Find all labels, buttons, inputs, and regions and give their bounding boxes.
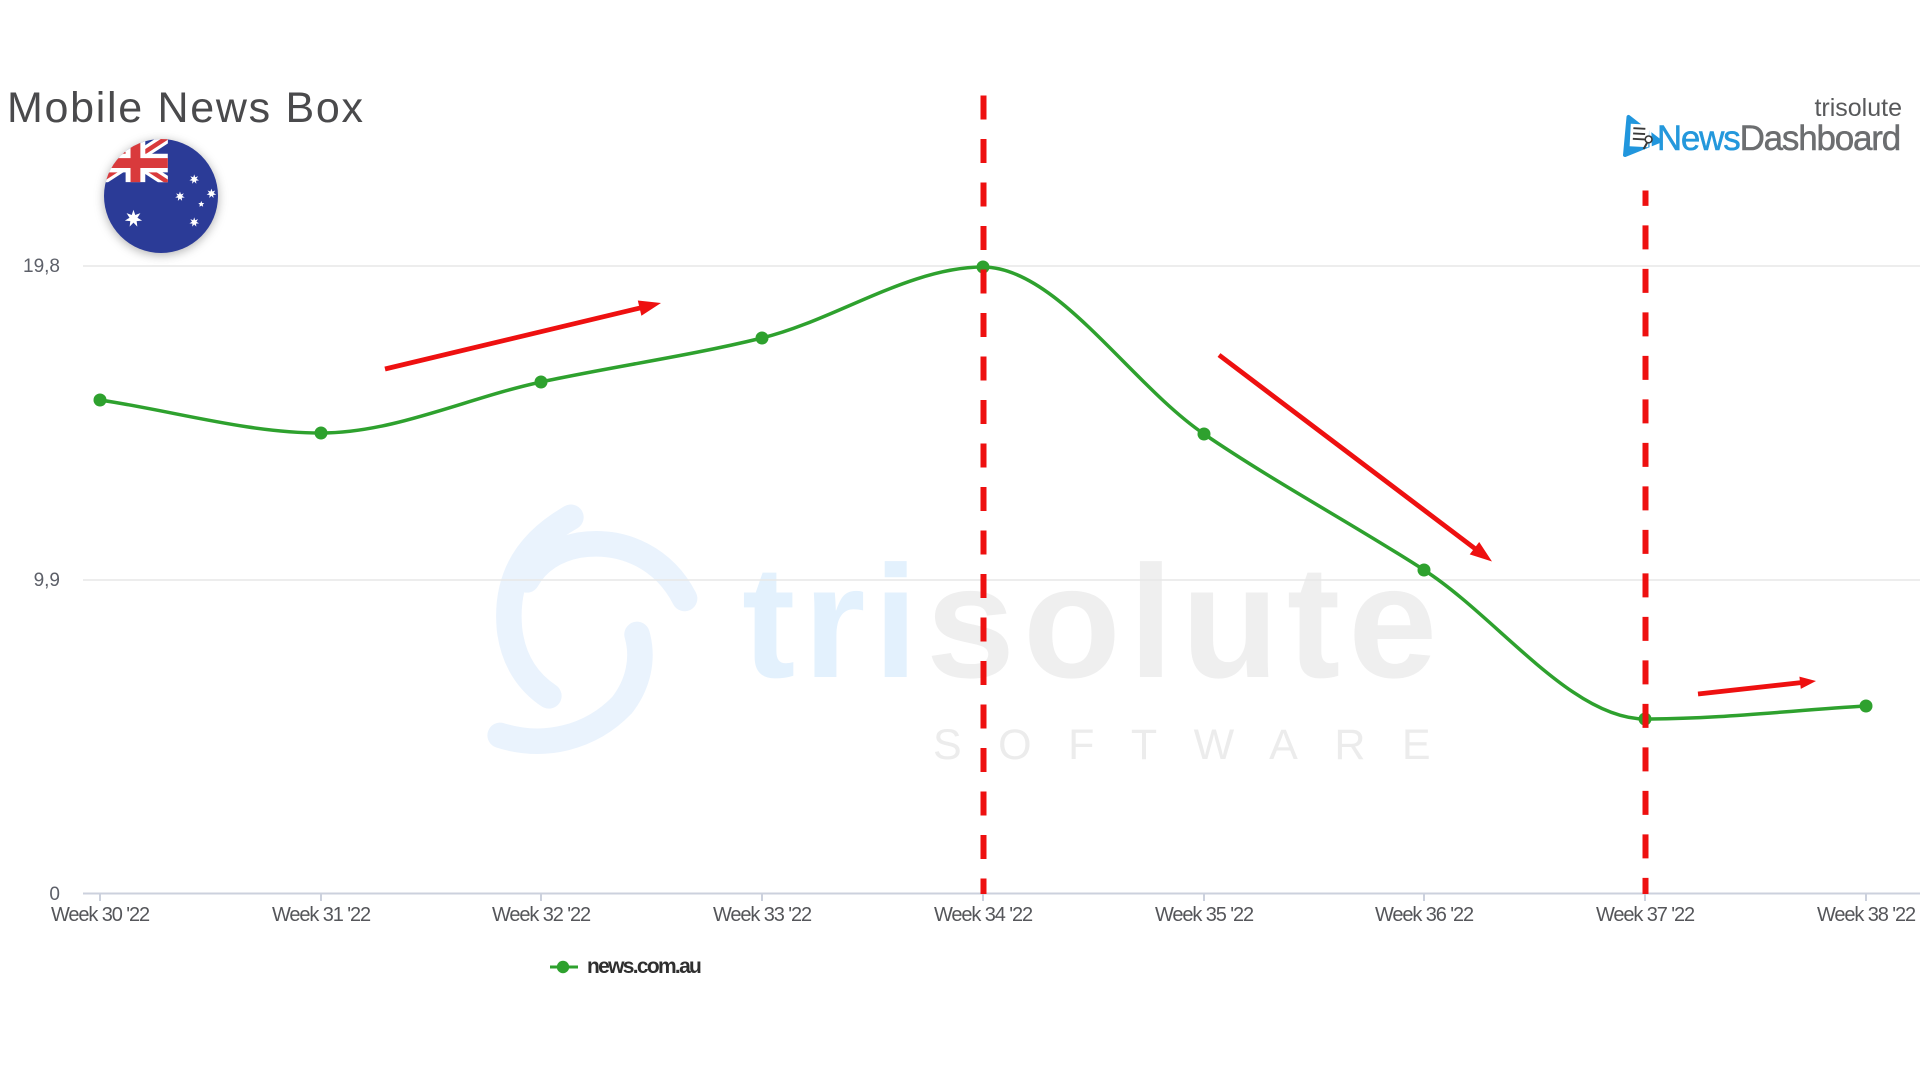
svg-text:trisolute: trisolute: [742, 532, 1445, 711]
svg-text:SOFTWARE: SOFTWARE: [933, 721, 1467, 769]
